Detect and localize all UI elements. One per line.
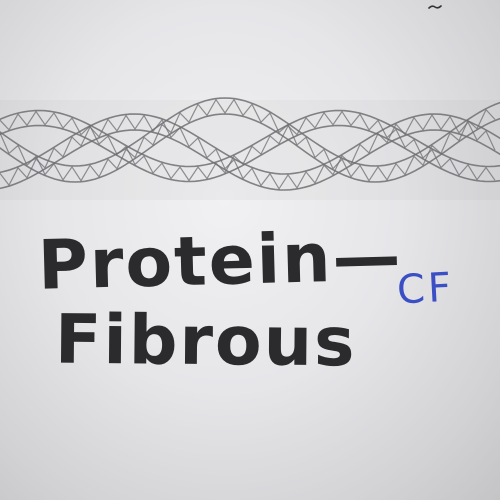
fibrous-protein-helix-drawing [0, 97, 500, 200]
strand-lower-edge [0, 124, 500, 183]
author-initials: CF [395, 264, 456, 314]
title-line-protein: Protein— [37, 217, 404, 306]
strand-zigzag [0, 113, 496, 190]
strand-upper-edge [0, 113, 500, 175]
helix-strand [0, 109, 500, 183]
strand-lower-edge [0, 113, 500, 183]
title-line-fibrous: Fibrous [54, 300, 357, 383]
strand-lower-edge [0, 129, 500, 191]
strand-upper-edge [0, 109, 500, 168]
strand-zigzag [0, 110, 496, 182]
pencil-mark [428, 5, 442, 9]
strand-zigzag [0, 98, 496, 182]
helix-strand [0, 113, 500, 191]
